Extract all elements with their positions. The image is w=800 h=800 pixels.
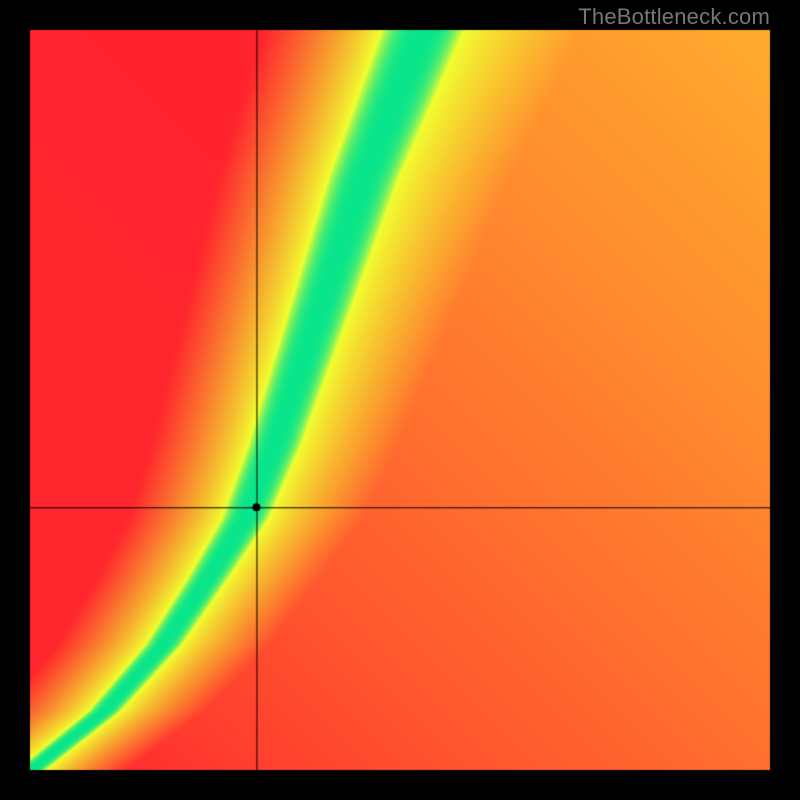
bottleneck-chart: TheBottleneck.com — [0, 0, 800, 800]
watermark-text: TheBottleneck.com — [578, 4, 770, 30]
heatmap-canvas — [0, 0, 800, 800]
